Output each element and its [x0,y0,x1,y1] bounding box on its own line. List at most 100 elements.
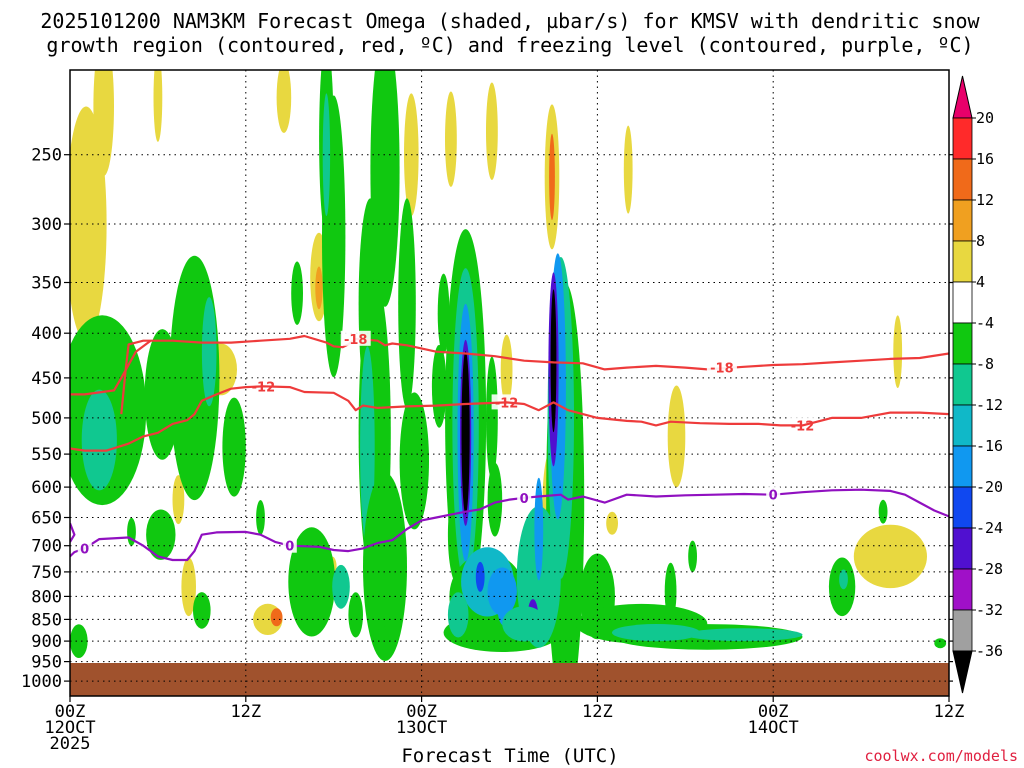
y-tick-label-650: 650 [31,509,62,529]
freezing-label-bg-0-3 [766,486,781,502]
omega-cell-14 [486,82,498,180]
omega-shading [70,70,947,696]
omega-cell-21 [623,125,633,214]
omega-cell-80 [612,624,700,642]
colorbar-swatch-11 [952,527,973,570]
chart-title-line2: growth region (contoured, red, ºC) and f… [46,33,973,57]
omega-cell-82 [664,562,677,621]
x-tick-label-2-0: 00Z [406,702,437,722]
omega-cell-23 [893,315,903,389]
colorbar-swatch-2 [952,158,973,201]
omega-cell-36 [291,261,303,325]
colorbar-label-1: 16 [976,150,994,168]
freezing-label-bg-0-1 [282,537,297,553]
omega-cell-59 [486,356,498,480]
omega-cell-8 [270,608,283,627]
omega-cell-17 [549,133,555,221]
omega-cell-83 [688,540,697,573]
freezing-label-bg-0-0 [77,540,92,556]
y-tick-label-750: 750 [31,563,62,583]
omega-cell-50 [399,392,429,530]
colorbar-label-3: 8 [976,232,985,250]
colorbar-swatch-6 [952,322,973,365]
dgz-contour-label-1-1: -12 [495,396,519,411]
y-tick-label-500: 500 [31,409,62,429]
colorbar-label-4: 4 [976,273,985,291]
omega-cell-46 [363,472,407,661]
dgz-contour-label-1-2: -12 [791,419,815,434]
freezing-contour-label-0-1: 0 [285,540,294,555]
colorbar-label-9: -20 [976,478,1003,496]
y-tick-label-550: 550 [31,445,62,465]
dgz-label-bg-0-0 [340,330,371,346]
omega-cell-60 [487,462,503,537]
freezing-contour-label-0-2: 0 [520,492,529,507]
omega-cell-1 [93,70,114,176]
y-tick-label-350: 350 [31,274,62,294]
colorbar-label-6: -8 [976,355,994,373]
omega-cell-58 [461,351,470,515]
colorbar-swatch-13 [952,609,973,652]
omega-cell-51 [437,273,450,354]
omega-cell-20 [606,511,618,535]
x-tick-label-0-2: 2025 [50,734,91,754]
colorbar-swatch-9 [952,445,973,488]
colorbar-swatch-4 [952,240,973,283]
x-tick-label-5-0: 12Z [934,702,965,722]
colorbar-swatch-8 [952,404,973,447]
y-tick-label-1000: 1000 [21,672,62,692]
y-tick-label-950: 950 [31,653,62,673]
ground-surface [70,663,949,696]
omega-cell-81 [685,628,803,642]
colorbar-swatch-12 [952,568,973,611]
chart-title-line1: 2025101200 NAM3KM Forecast Omega (shaded… [40,9,980,33]
x-tick-label-4-0: 00Z [758,702,789,722]
x-tick-label-2-1: 13OCT [396,718,447,738]
y-tick-label-700: 700 [31,537,62,557]
colorbar-label-5: -4 [976,314,994,332]
omega-cell-15 [500,334,513,404]
x-axis-label: Forecast Time (UTC) [401,745,618,767]
freezing-contour-1 [70,522,76,543]
y-tick-label-250: 250 [31,146,62,166]
omega-cell-86 [878,499,888,524]
omega-cell-47 [348,592,364,638]
freezing-label-bg-0-2 [517,489,532,505]
omega-cell-22 [667,385,686,488]
omega-cell-40 [288,527,336,637]
omega-cell-34 [256,500,265,535]
colorbar-label-11: -28 [976,560,1003,578]
dgz-contour-label-0-1: -18 [710,362,734,377]
dgz-contour-label-0-0: -18 [344,333,368,348]
colorbar-label-10: -24 [976,519,1003,537]
dgz-contour-0 [120,334,949,415]
watermark[interactable]: coolwx.com/models [864,747,1018,765]
omega-cell-76 [502,606,547,642]
x-tick-label-0-1: 12OCT [44,718,95,738]
omega-cell-39 [322,93,331,216]
omega-cell-3 [276,70,292,133]
omega-cell-28 [146,509,176,560]
y-tick-label-800: 800 [31,587,62,607]
colorbar-swatch-10 [952,486,973,529]
colorbar-label-8: -16 [976,437,1003,455]
omega-cell-74 [534,477,544,581]
x-tick-label-0-0: 00Z [55,702,86,722]
y-tick-label-900: 900 [31,632,62,652]
plot-frame [69,69,950,697]
colorbar-label-2: 12 [976,191,994,209]
y-tick-label-850: 850 [31,610,62,630]
omega-cell-24 [853,524,928,589]
omega-cell-41 [332,564,350,609]
colorbar-swatch-1 [952,117,973,160]
colorbar-swatch-7 [952,363,973,406]
colorbar-top-arrow [952,75,973,119]
omega-cell-87 [934,638,947,649]
x-tick-label-3-0: 12Z [582,702,613,722]
dgz-label-bg-0-1 [706,359,737,375]
colorbar-label-13: -36 [976,642,1003,660]
colorbar-label-12: -32 [976,601,1003,619]
omega-cell-35 [70,624,88,658]
